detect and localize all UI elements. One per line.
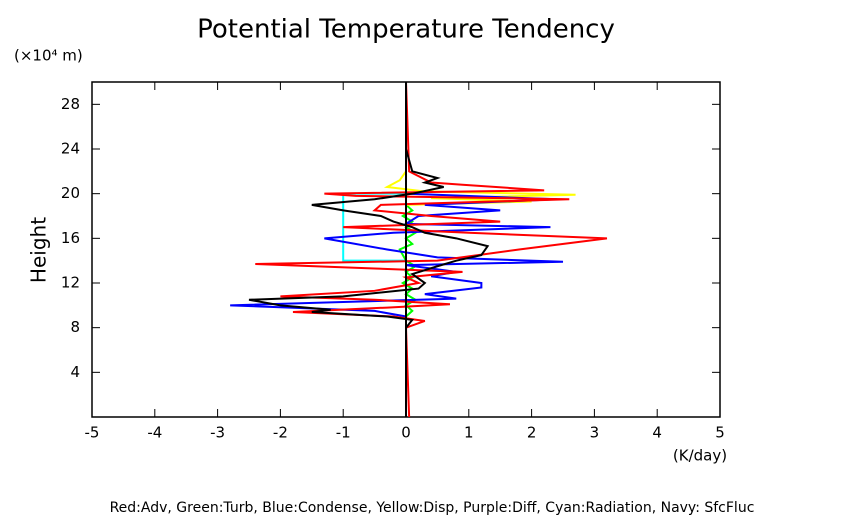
y-tick-label: 16 <box>61 229 80 247</box>
x-tick-label: 0 <box>401 424 411 442</box>
x-tick-label: 3 <box>590 424 600 442</box>
x-tick-label: -2 <box>273 424 288 442</box>
y-tick-label: 8 <box>70 318 80 336</box>
chart-title: Potential Temperature Tendency <box>197 15 615 45</box>
x-tick-label: -3 <box>210 424 225 442</box>
profile-line <box>248 82 490 417</box>
y-axis-title: Height <box>27 217 51 283</box>
x-tick-label: -5 <box>85 424 100 442</box>
x-tick-label: -4 <box>147 424 162 442</box>
x-tick-label: 2 <box>527 424 537 442</box>
y-tick-label: 24 <box>61 140 80 158</box>
y-tick-label: 28 <box>61 95 80 113</box>
x-tick-label: 4 <box>652 424 662 442</box>
x-axis-title: (K/day) <box>673 447 727 465</box>
y-tick-label: 4 <box>70 363 80 381</box>
x-tick-label: -1 <box>336 424 351 442</box>
y-tick-label: 12 <box>61 274 80 292</box>
y-tick-label: 20 <box>61 184 80 202</box>
y-unit: (×10⁴ m) <box>14 47 83 65</box>
profile-line <box>383 82 576 417</box>
x-tick-label: 5 <box>715 424 725 442</box>
profile-line <box>342 82 407 417</box>
footnote: Red:Adv, Green:Turb, Blue:Condense, Yell… <box>110 500 755 516</box>
x-tick-label: 1 <box>464 424 474 442</box>
profile-line <box>230 82 564 417</box>
profile-line <box>255 81 608 418</box>
